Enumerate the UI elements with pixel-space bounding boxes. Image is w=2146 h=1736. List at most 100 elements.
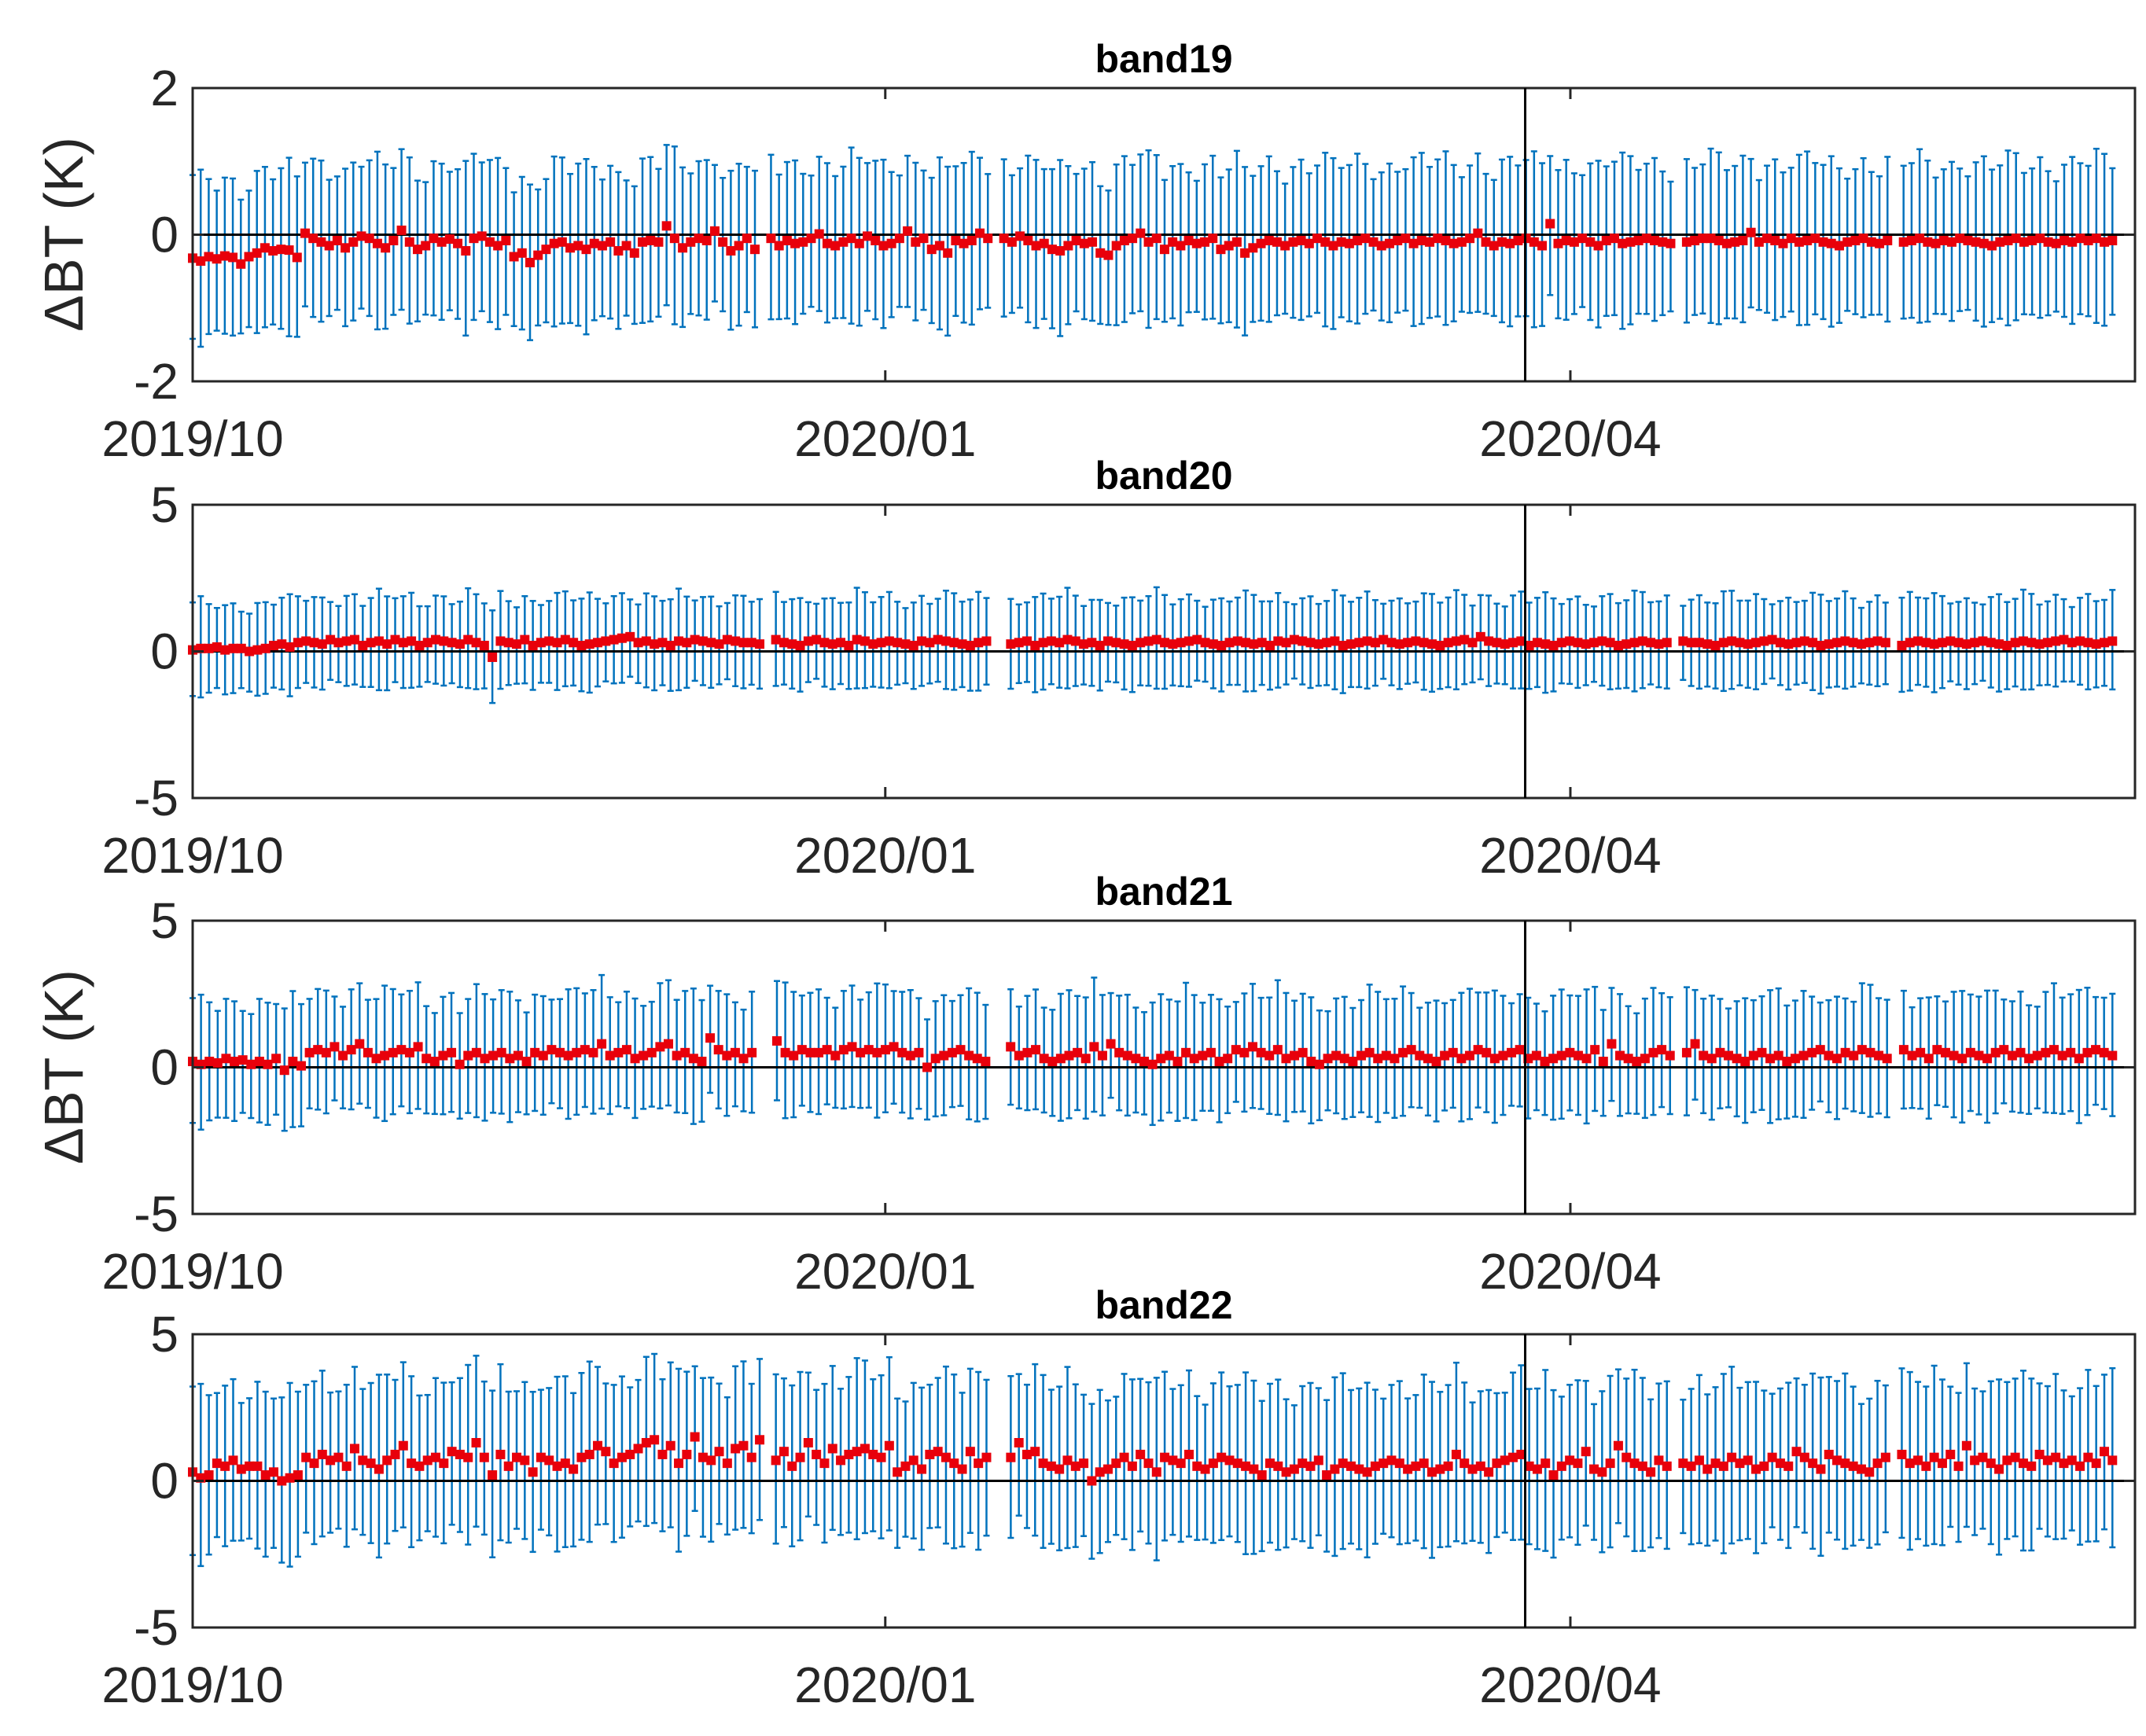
data-point	[1143, 237, 1154, 247]
data-point	[1031, 1045, 1041, 1055]
data-point	[471, 1438, 481, 1448]
data-point	[396, 1045, 407, 1055]
y-tick-label: 5	[150, 892, 179, 949]
data-point	[593, 1440, 603, 1451]
data-point	[1281, 1054, 1291, 1064]
data-point	[1872, 1458, 1883, 1469]
data-point	[1151, 1467, 1161, 1477]
data-point	[439, 636, 449, 646]
data-point	[479, 641, 489, 651]
data-point	[1047, 245, 1057, 255]
data-point	[1224, 1455, 1235, 1466]
data-point	[2034, 1449, 2045, 1459]
data-point	[1913, 636, 1923, 646]
y-axis: 5 0 -5	[134, 892, 2135, 1242]
data-point	[1815, 1045, 1825, 1055]
data-point	[1640, 1054, 1650, 1064]
data-point	[421, 241, 431, 251]
data-point	[1532, 638, 1542, 648]
data-point	[713, 1045, 723, 1055]
data-point	[228, 643, 238, 653]
data-point	[1336, 237, 1346, 247]
data-point	[940, 636, 951, 646]
data-point	[917, 1464, 927, 1474]
data-point	[2018, 1458, 2028, 1469]
data-point	[2007, 1050, 2017, 1061]
data-point	[822, 238, 832, 248]
data-point	[1970, 638, 1980, 648]
data-point	[1601, 235, 1611, 245]
data-point	[2024, 1054, 2034, 1064]
data-point	[371, 1054, 381, 1064]
data-point	[1097, 1050, 1107, 1061]
data-point	[1298, 1047, 1308, 1057]
data-point	[860, 636, 870, 646]
data-point	[1127, 641, 1137, 651]
data-point	[212, 1458, 222, 1469]
data-point	[1384, 238, 1394, 248]
data-point	[1070, 1461, 1080, 1471]
data-point	[601, 636, 611, 646]
data-point	[1330, 636, 1340, 646]
data-point	[1710, 641, 1721, 651]
data-point	[1629, 1458, 1640, 1469]
data-point	[876, 638, 886, 648]
data-point	[863, 231, 873, 241]
data-point	[2075, 1461, 2085, 1471]
data-point	[1548, 1054, 1559, 1064]
data-point	[872, 1047, 882, 1057]
data-point	[536, 638, 546, 648]
data-point	[252, 248, 262, 258]
data-point	[1122, 1050, 1132, 1061]
data-point	[1770, 235, 1780, 245]
data-point	[1168, 1455, 1178, 1466]
data-point	[1757, 1047, 1767, 1057]
data-point	[509, 252, 519, 262]
data-point	[501, 235, 511, 245]
data-point	[1160, 1452, 1170, 1462]
data-point	[588, 1047, 598, 1057]
data-point	[705, 1033, 716, 1043]
data-point	[1131, 1054, 1141, 1064]
data-point	[1743, 639, 1753, 649]
data-point	[326, 1455, 336, 1466]
data-point	[617, 633, 627, 643]
panel-title: band22	[1095, 1283, 1232, 1327]
data-point	[2059, 235, 2069, 245]
data-point	[803, 636, 813, 646]
data-point	[1783, 1461, 1794, 1471]
data-point	[1921, 638, 1931, 648]
data-point	[2082, 1047, 2093, 1057]
data-point	[1658, 237, 1668, 247]
x-tick-label: 2019/10	[101, 1657, 283, 1713]
data-point	[1143, 636, 1154, 646]
data-point	[1762, 234, 1772, 244]
data-point	[1419, 1458, 1429, 1469]
data-point	[563, 1050, 573, 1061]
data-point	[1577, 234, 1588, 244]
x-tick-label: 2020/01	[794, 410, 976, 467]
data-point	[1079, 639, 1089, 649]
data-point	[738, 1440, 749, 1451]
data-point	[1256, 1047, 1266, 1057]
data-point	[2075, 234, 2085, 244]
data-point	[422, 1455, 433, 1466]
data-point	[1344, 238, 1354, 248]
data-point	[1498, 1050, 1508, 1061]
data-point	[633, 638, 643, 648]
data-point	[812, 634, 822, 645]
data-point	[1443, 1461, 1453, 1471]
data-point	[1214, 1057, 1224, 1067]
data-point	[268, 246, 278, 256]
data-point	[503, 1461, 513, 1471]
data-point	[1079, 238, 1089, 248]
data-point	[1824, 639, 1834, 649]
data-point	[1957, 1054, 1967, 1064]
data-point	[650, 639, 660, 649]
data-point	[1654, 639, 1664, 649]
data-point	[1312, 234, 1323, 244]
data-point	[1264, 1050, 1275, 1061]
data-point	[463, 1452, 473, 1462]
data-point	[245, 1461, 255, 1471]
data-point	[1427, 639, 1437, 649]
